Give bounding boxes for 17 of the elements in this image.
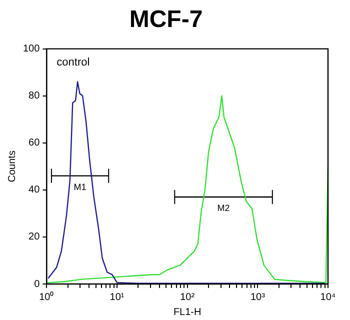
- x-tick-label: 10³: [250, 292, 266, 303]
- x-tick-label: 10¹: [110, 292, 125, 303]
- series-label: M2: [217, 202, 230, 213]
- y-tick-label: 0: [34, 278, 40, 290]
- y-tick-label: 40: [28, 184, 40, 196]
- y-axis-title: Counts: [6, 150, 18, 182]
- x-axis-title: FL1-H: [173, 306, 202, 318]
- y-tick-label: 100: [22, 44, 40, 55]
- y-tick-label: 20: [28, 232, 40, 243]
- y-tick-label: 80: [28, 90, 40, 102]
- chart-title: MCF-7: [129, 6, 203, 34]
- x-tick-label: 10⁰: [39, 290, 54, 303]
- y-tick-label: 60: [28, 138, 40, 149]
- x-tick-label: 10⁴: [320, 292, 336, 303]
- x-tick-label: 10²: [180, 292, 196, 303]
- annotation: control: [56, 56, 90, 68]
- series-label: M1: [74, 182, 86, 192]
